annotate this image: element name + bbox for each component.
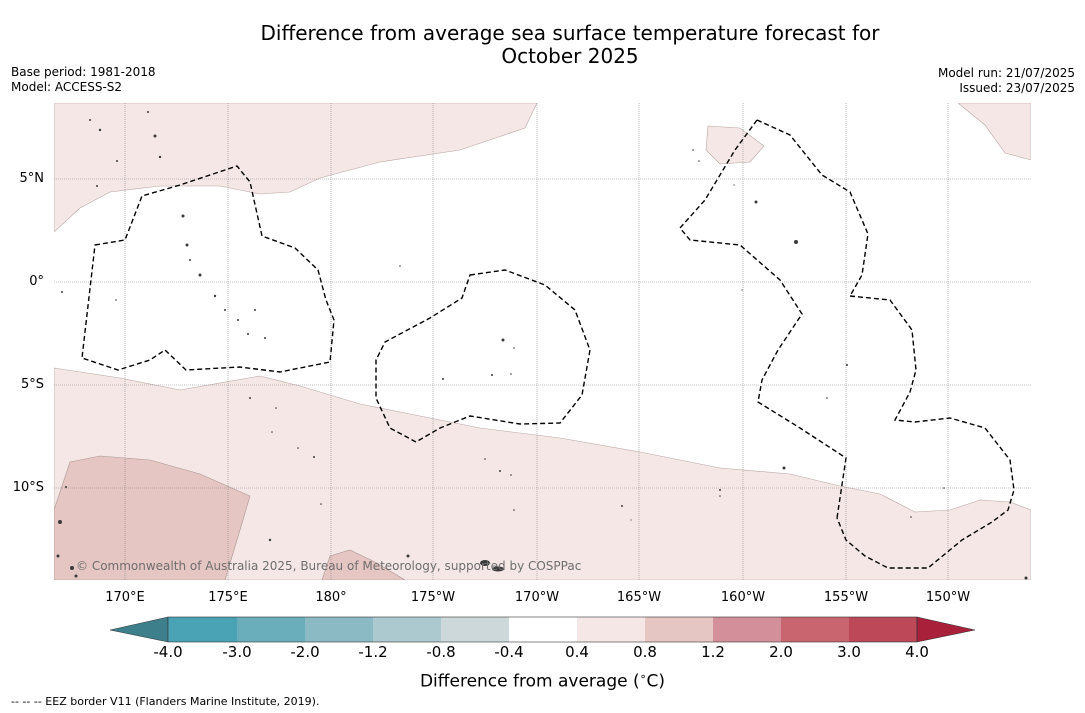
colorbar-tick: -3.0 — [222, 643, 252, 661]
colorbar-tick: 0.8 — [633, 643, 657, 661]
meta-left: Base period: 1981-2018 Model: ACCESS-S2 — [11, 65, 156, 95]
colorbar-tick: 0.4 — [565, 643, 589, 661]
x-tick-label: 175°E — [208, 590, 248, 605]
meta-right: Model run: 21/07/2025 Issued: 23/07/2025 — [938, 66, 1075, 96]
grid-lines — [54, 103, 1031, 580]
y-tick-label: 5°N — [19, 171, 45, 186]
colorbar-frame — [167, 616, 918, 643]
y-tick-label: 10°S — [12, 480, 44, 495]
y-tick-label: 0° — [29, 274, 44, 289]
anomaly-region-nw — [54, 103, 538, 233]
colorbar-segment — [305, 617, 373, 642]
colorbar-segment — [441, 617, 509, 642]
islands — [56, 111, 1028, 580]
eez-borders — [81, 119, 1015, 569]
colorbar-segment — [645, 617, 713, 642]
x-tick-label: 150°W — [925, 590, 971, 605]
colorbar-tick: -0.8 — [426, 643, 456, 661]
colorbar-tick: -1.2 — [358, 643, 388, 661]
degree-symbol: ∘ — [639, 670, 647, 683]
colorbar-segment — [168, 617, 237, 642]
colorbar-tick: -4.0 — [153, 643, 183, 661]
eez-kiribati-gilbert — [81, 165, 335, 373]
anomaly-region-patch — [705, 125, 765, 165]
eez-cook-islands — [836, 295, 1015, 569]
colorbar-segment — [781, 617, 849, 642]
copyright-notice: © Commonwealth of Australia 2025, Bureau… — [76, 559, 581, 573]
eez-border-mid — [679, 119, 847, 519]
x-tick-label: 170°E — [105, 590, 145, 605]
model-run: Model run: 21/07/2025 — [937, 66, 1075, 80]
colorbar-segment — [509, 617, 577, 642]
colorbar-extend-low — [109, 616, 169, 643]
eez-kiribati-line — [756, 119, 869, 297]
colorbar-title-unit: C) — [646, 671, 666, 692]
chart-title: Difference from average sea surface temp… — [0, 22, 1085, 68]
colorbar-tick: 4.0 — [905, 643, 929, 661]
title-line-1: Difference from average sea surface temp… — [260, 21, 880, 45]
base-period: Base period: 1981-2018 — [11, 65, 156, 79]
y-tick-label: 5°S — [20, 377, 44, 392]
colorbar-tick: -0.4 — [494, 643, 524, 661]
colorbar-title: Difference from average (∘C) — [0, 670, 1085, 692]
colorbar-tick: 3.0 — [837, 643, 861, 661]
colorbar-title-text: Difference from average ( — [419, 671, 640, 692]
colorbar-segment — [237, 617, 305, 642]
x-tick-label: 155°W — [823, 590, 869, 605]
model-name: Model: ACCESS-S2 — [11, 80, 123, 94]
colorbar-segment — [849, 617, 917, 642]
colorbar-tick: -2.0 — [290, 643, 320, 661]
anomaly-region-ne — [957, 103, 1031, 161]
title-line-2: October 2025 — [501, 44, 639, 68]
x-tick-label: 170°W — [514, 590, 560, 605]
anomaly-region-south-strong — [321, 549, 406, 580]
issued-date: Issued: 23/07/2025 — [959, 81, 1075, 95]
x-tick-label: 160°W — [720, 590, 766, 605]
colorbar-segment — [373, 617, 441, 642]
map-plot: © Commonwealth of Australia 2025, Bureau… — [54, 103, 1031, 580]
colorbar-segment — [577, 617, 645, 642]
colorbar-segment — [713, 617, 781, 642]
anomaly-region-sw-strong — [54, 455, 251, 580]
eez-kiribati-phoenix — [375, 269, 591, 443]
x-tick-label: 180° — [315, 590, 347, 605]
colorbar-tick: 1.2 — [701, 643, 725, 661]
eez-footnote: -- -- -- EEZ border V11 (Flanders Marine… — [11, 695, 320, 708]
colorbar-extend-high — [916, 616, 976, 643]
colorbar — [109, 616, 976, 643]
x-tick-label: 165°W — [616, 590, 662, 605]
colorbar-tick: 2.0 — [769, 643, 793, 661]
x-tick-label: 175°W — [410, 590, 456, 605]
anomaly-region-south — [54, 367, 1031, 580]
